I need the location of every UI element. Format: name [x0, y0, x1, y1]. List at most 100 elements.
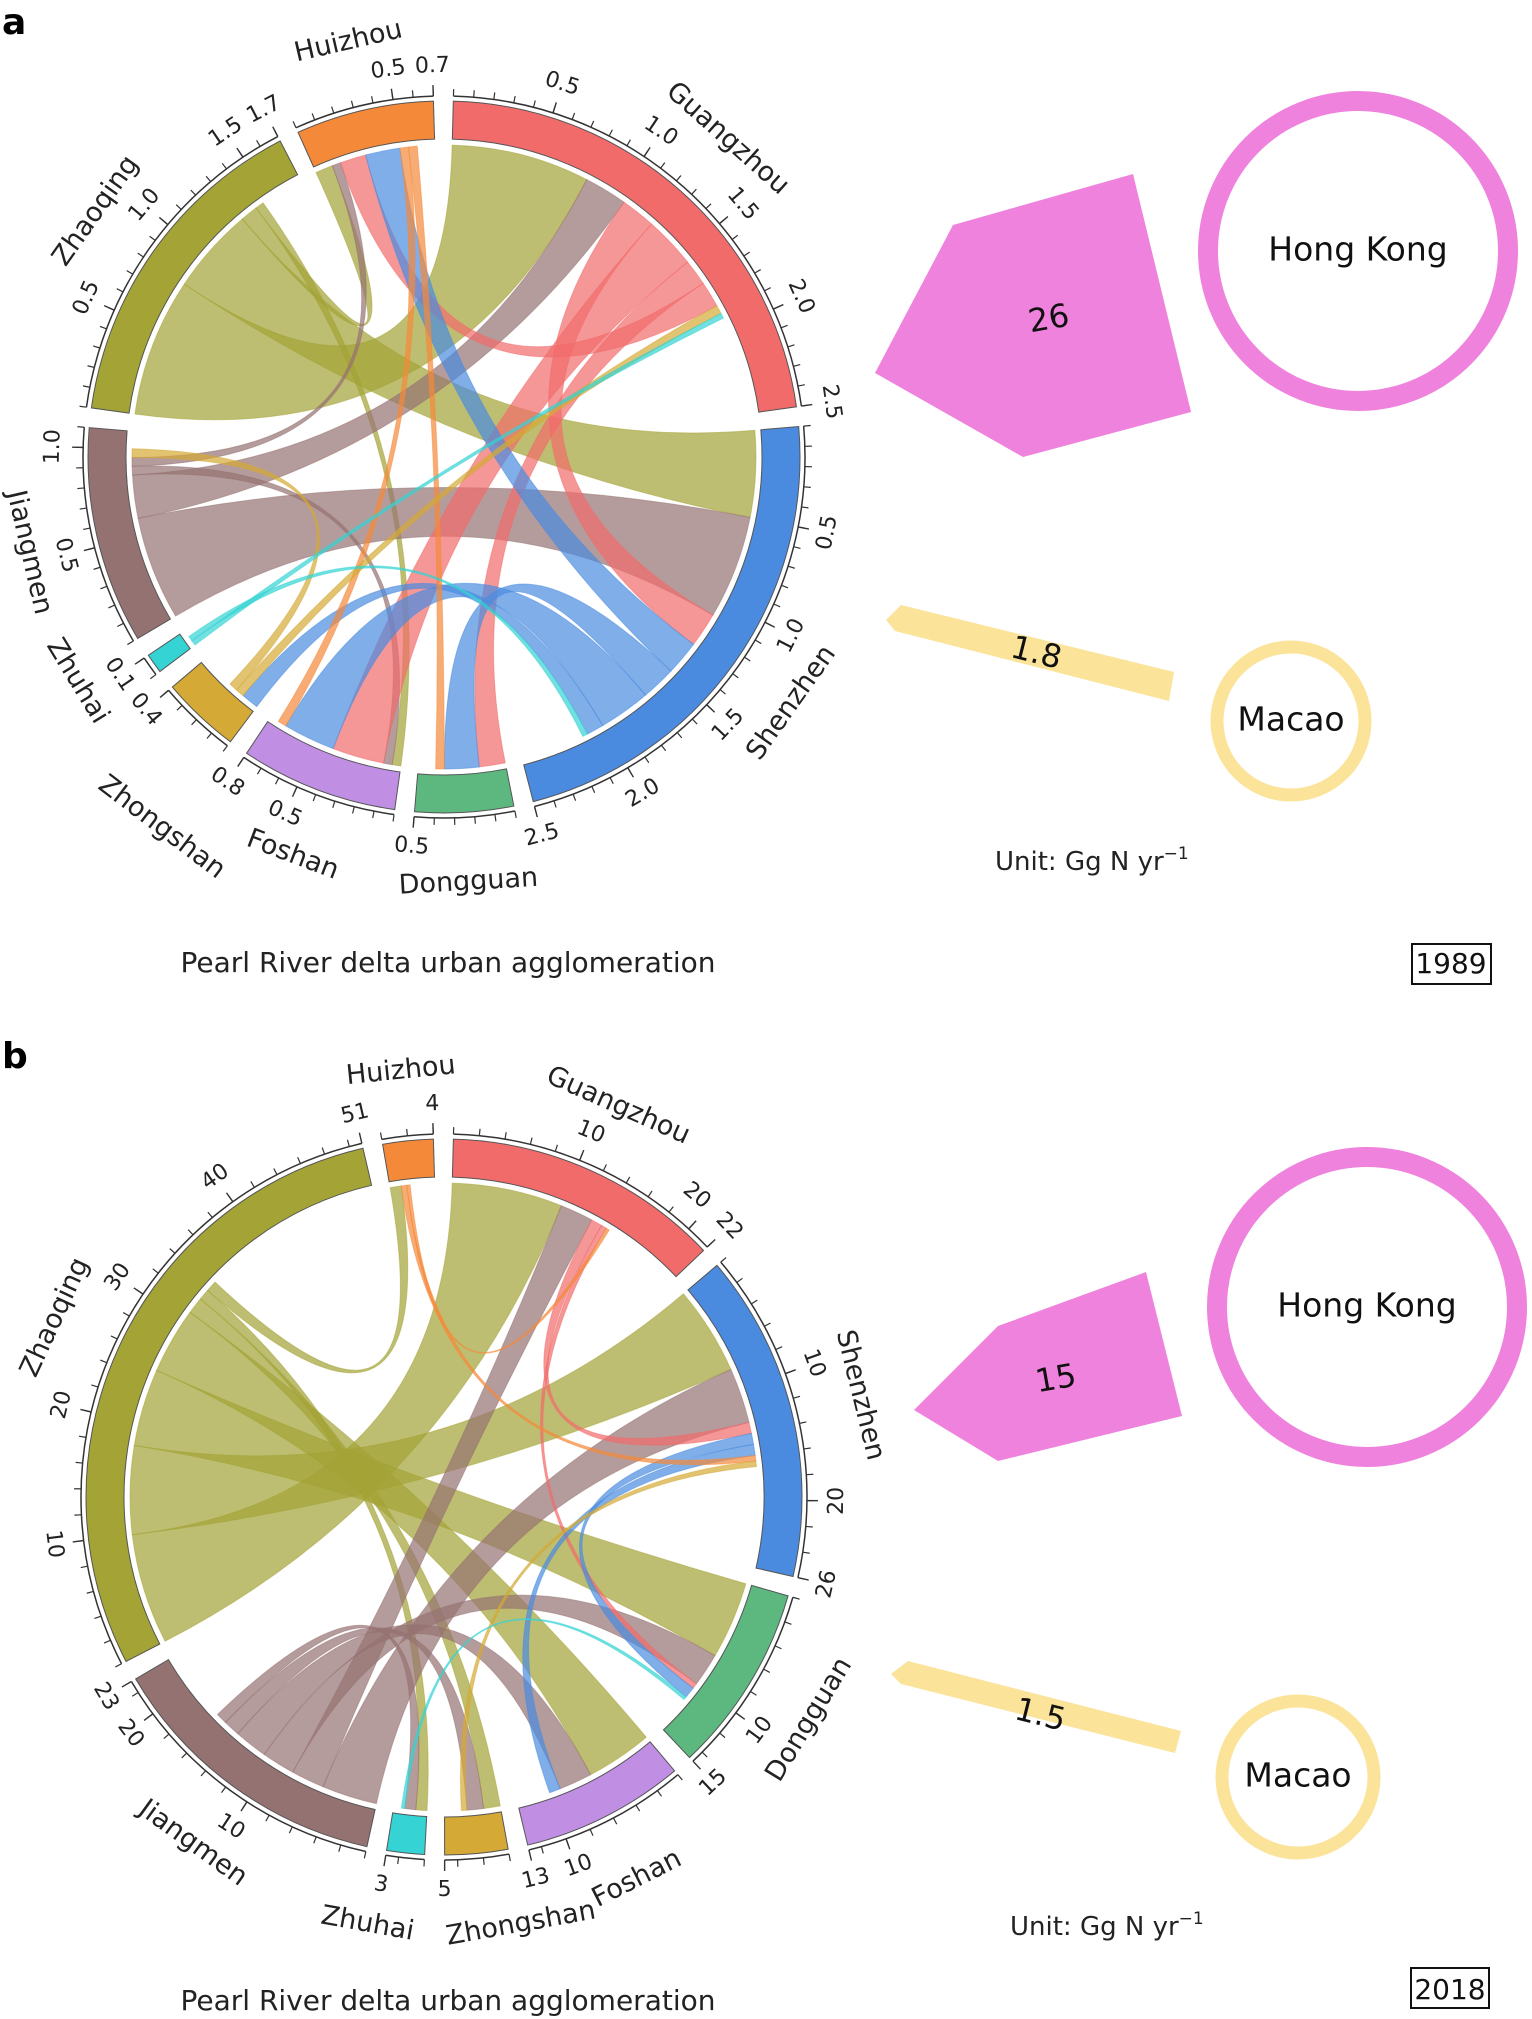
tick-mark [163, 1733, 170, 1740]
tick-mark [774, 1645, 782, 1650]
macao-ring [1215, 1694, 1381, 1860]
macao-label: Macao [1237, 700, 1344, 739]
tick-mark [191, 719, 197, 726]
tick-mark [187, 1229, 194, 1236]
tick-mark [207, 1211, 213, 1218]
segment-guangzhou [451, 1138, 705, 1278]
tick-mark [494, 814, 497, 822]
hongkong-ring [1198, 91, 1518, 411]
tick-mark [802, 1551, 810, 1554]
chord-guangzhou-shenzhen [543, 1219, 753, 1446]
year-box [1410, 1967, 1490, 2009]
unit-label: Unit: Gg N yr−1 [1010, 1909, 1204, 1942]
segment-label-jiangmen: Jiangmen [0, 485, 59, 617]
export-macao-value: 1.5 [1011, 1689, 1070, 1738]
axis-guangzhou [453, 95, 803, 407]
tick-label: 3 [372, 1871, 390, 1898]
tick-mark-major [692, 1760, 702, 1770]
macao-ring [1210, 640, 1372, 802]
tick-mark [644, 756, 650, 764]
panel-caption: Pearl River delta urban agglomeration [181, 946, 716, 979]
tick-mark [77, 426, 85, 428]
tick-mark [346, 1139, 350, 1147]
tick-mark [321, 1147, 326, 1155]
tick-mark [100, 1359, 107, 1364]
chord-guangzhou-dongguan [540, 1224, 698, 1689]
tick-label: 0.5 [542, 67, 583, 101]
export-macao-value: 1.8 [1007, 627, 1066, 676]
tick-label: 0.1 [100, 653, 140, 696]
tick-mark [82, 385, 90, 388]
chord-jiangmen-foshan [131, 465, 400, 766]
tick-label: 2.5 [817, 383, 847, 421]
tick-mark [764, 1322, 771, 1327]
tick-mark [206, 732, 212, 739]
tick-mark [571, 112, 576, 120]
tick-mark [508, 1854, 511, 1862]
tick-mark [799, 1421, 807, 1424]
panel-letter-b: b [2, 1036, 28, 1077]
tick-mark-major [579, 1149, 585, 1161]
tick-mark [719, 689, 726, 695]
tick-mark [338, 1844, 342, 1852]
tick-mark [626, 139, 631, 147]
tick-mark [773, 603, 781, 608]
tick-label: 13 [519, 1863, 552, 1894]
tick-mark [200, 1770, 207, 1777]
tick-mark [79, 405, 87, 408]
tick-mark-major [643, 146, 651, 157]
tick-mark [83, 527, 91, 531]
tick-mark [473, 90, 475, 98]
export-hongkong-pentagon [875, 174, 1191, 457]
export-hongkong-pentagon [914, 1272, 1182, 1461]
tick-mark-major [237, 757, 245, 767]
tick-mark [372, 811, 375, 819]
tick-mark-major [719, 216, 729, 225]
axis-shenzhen [720, 1261, 808, 1578]
tick-mark-major [134, 657, 145, 665]
tick-label: 10 [561, 1849, 596, 1882]
chord-jiangmen-shenzhen [322, 1368, 750, 1805]
tick-mark-major [773, 303, 784, 310]
tick-label: 1.5 [707, 704, 749, 747]
hongkong-label: Hong Kong [1268, 230, 1447, 269]
panel-caption: Pearl River delta urban agglomeration [181, 1984, 716, 2017]
tick-mark [149, 674, 157, 680]
tick-mark [149, 235, 156, 241]
chord-shenzhen-foshan [285, 582, 647, 750]
tick-mark [532, 100, 536, 108]
tick-mark [273, 1168, 278, 1175]
tick-label: 23 [88, 1678, 124, 1715]
tick-mark [720, 1257, 727, 1263]
tick-mark [750, 1690, 757, 1696]
chord-ribbons [129, 1182, 758, 1812]
tick-mark [205, 175, 212, 182]
chord-zhaoqing-huizhou [206, 1185, 409, 1374]
tick-mark [660, 744, 667, 752]
tick-mark [116, 288, 124, 293]
tick-mark [99, 325, 107, 330]
hongkong-label: Hong Kong [1277, 1286, 1456, 1325]
tick-mark-major [383, 1855, 387, 1867]
tick-mark [668, 1206, 674, 1213]
segment-label-guangzhou: Guangzhou [542, 1060, 695, 1151]
segment-jiangmen [134, 1658, 376, 1848]
segment-label-zhongshan: Zhongshan [444, 1894, 598, 1951]
tick-label: 20 [824, 1487, 849, 1515]
tick-label: 5 [438, 1877, 452, 1902]
tick-label: 1.0 [124, 183, 166, 226]
tick-mark [297, 1156, 301, 1164]
unit-text: Unit: Gg N yr [1010, 1912, 1179, 1942]
tick-mark [181, 1752, 188, 1759]
tick-mark [110, 1335, 118, 1340]
tick-mark [80, 1565, 88, 1569]
tick-mark [176, 704, 183, 711]
tick-mark [763, 1668, 771, 1673]
tick-mark [115, 1663, 122, 1668]
tick-mark-major [72, 1539, 84, 1543]
tick-mark [787, 344, 795, 348]
tick-label: 1.0 [40, 429, 66, 465]
tick-mark [792, 1596, 800, 1600]
tick-mark-major [143, 1713, 154, 1721]
tick-mark [256, 767, 262, 775]
